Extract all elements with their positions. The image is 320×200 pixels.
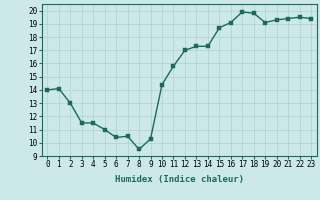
X-axis label: Humidex (Indice chaleur): Humidex (Indice chaleur) bbox=[115, 175, 244, 184]
